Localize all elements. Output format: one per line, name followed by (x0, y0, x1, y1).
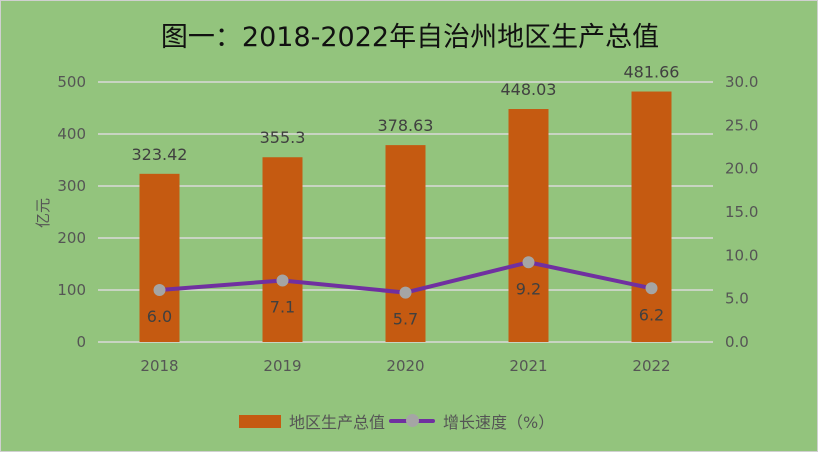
y-tick-label: 100 (57, 281, 86, 299)
legend: 地区生产总值 增长速度（%） (239, 409, 554, 433)
line-marker (153, 284, 166, 296)
bar-data-label: 448.03 (501, 80, 557, 99)
y-axis-label: 亿元 (34, 198, 52, 228)
bar (385, 145, 426, 342)
bar (262, 157, 303, 342)
y-tick-label: 0 (76, 333, 86, 351)
y2-tick-label: 30.0 (725, 73, 758, 91)
line-data-label: 5.7 (393, 310, 418, 329)
line-marker (399, 286, 412, 299)
x-tick-label: 2021 (509, 357, 547, 375)
y-tick-label: 400 (57, 125, 86, 143)
bar (508, 109, 549, 342)
legend-bar-swatch (239, 414, 281, 428)
bar-data-label: 355.3 (260, 128, 306, 147)
y2-tick-label: 25.0 (725, 116, 758, 134)
bar (631, 91, 672, 342)
legend-line-swatch (389, 414, 436, 427)
line-data-label: 6.0 (147, 307, 172, 326)
x-tick-label: 2019 (263, 357, 301, 375)
chart-title: 图一：2018-2022年自治州地区生产总值 (160, 22, 660, 53)
line-data-label: 7.1 (270, 297, 295, 316)
y2-tick-label: 0.0 (725, 333, 749, 351)
y2-tick-label: 15.0 (725, 203, 758, 221)
x-tick-label: 2020 (386, 357, 424, 375)
legend-label-gdp: 地区生产总值 (289, 413, 386, 432)
x-tick-label: 2022 (632, 357, 670, 375)
y-tick-label: 300 (57, 177, 86, 195)
legend-label-growth: 增长速度（%） (443, 413, 555, 432)
bar-data-label: 378.63 (378, 116, 434, 135)
line-data-label: 6.2 (639, 305, 664, 324)
line-data-label: 9.2 (516, 279, 541, 298)
y2-tick-label: 20.0 (725, 160, 758, 178)
y2-tick-label: 5.0 (725, 290, 749, 308)
x-tick-label: 2018 (140, 357, 178, 375)
y2-tick-label: 10.0 (725, 246, 758, 264)
bar-data-label: 323.42 (132, 145, 188, 164)
y-tick-label: 200 (57, 229, 86, 247)
bar-data-label: 481.66 (624, 63, 680, 82)
line-marker (645, 282, 658, 295)
line-marker (522, 256, 535, 269)
bar (139, 173, 180, 342)
y-tick-label: 500 (57, 73, 86, 91)
line-marker (276, 274, 289, 287)
